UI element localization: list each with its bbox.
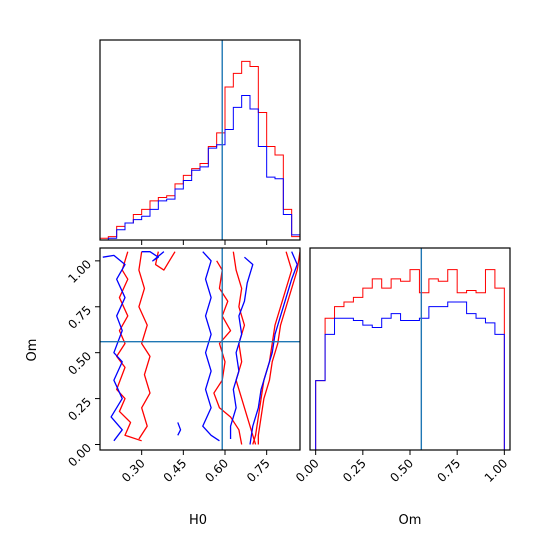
contour-2 — [138, 251, 151, 440]
contour-5 — [232, 251, 257, 445]
contour-4 — [213, 260, 243, 445]
contour-6 — [252, 251, 293, 445]
y-tick-label: 0.75 — [65, 303, 94, 332]
y-tick-label: 0.50 — [65, 349, 94, 378]
x-tick-label: 1.00 — [482, 456, 511, 485]
contour-3 — [154, 251, 176, 271]
contour-9 — [141, 251, 165, 262]
x-tick-label: 0.50 — [387, 456, 416, 485]
contour-lines — [102, 251, 300, 445]
contour-13 — [177, 422, 182, 436]
axes-frame — [99, 247, 301, 451]
contour-h0-om-panel: 0.30 0.45 0.60 0.75 0.00 0.25 0.50 0.75 1.00 — [65, 247, 301, 485]
contour-1 — [116, 251, 142, 442]
contour-10 — [202, 251, 220, 442]
y-axis-label-om: Om — [25, 339, 40, 362]
x-tick-label: 0.45 — [161, 456, 190, 485]
y-tick-label: 1.00 — [65, 257, 94, 286]
contour-12 — [249, 251, 298, 445]
x-tick-label: 0.75 — [244, 456, 273, 485]
x-axis-label-om: Om — [399, 513, 422, 528]
histogram-series-2 — [315, 301, 505, 450]
x-tick-label: 0.30 — [119, 456, 148, 485]
contour-7 — [257, 251, 300, 445]
x-tick-label: 0.00 — [293, 456, 322, 485]
x-tick-label: 0.25 — [340, 456, 369, 485]
contour-11 — [229, 256, 254, 439]
histogram-series-1 — [315, 269, 505, 450]
y-tick-label: 0.00 — [65, 441, 94, 470]
histogram-om-panel: 0.00 0.25 0.50 0.75 1.00 — [293, 247, 511, 485]
x-tick-label: 0.75 — [434, 456, 463, 485]
y-tick-label: 0.25 — [65, 395, 94, 424]
x-tick-label: 0.60 — [202, 456, 231, 485]
x-axis-label-h0: H0 — [189, 513, 207, 528]
axes-frame — [99, 39, 301, 241]
histogram-h0-panel — [99, 39, 301, 245]
histogram-series-1 — [99, 60, 301, 240]
histogram-series-2 — [100, 94, 301, 241]
